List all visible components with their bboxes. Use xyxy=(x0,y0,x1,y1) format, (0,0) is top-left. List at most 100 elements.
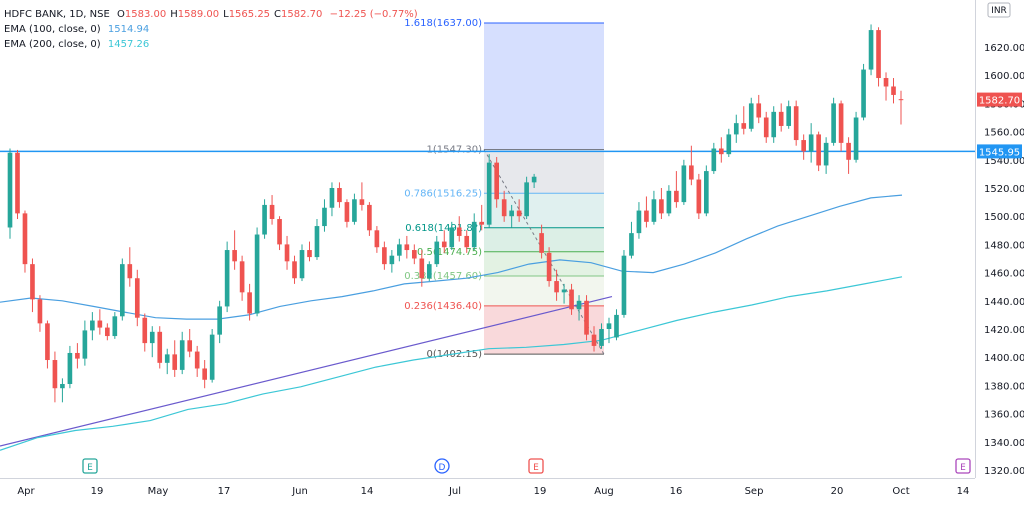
candle-body xyxy=(876,30,881,79)
candle-body xyxy=(419,258,425,279)
candle-body xyxy=(486,162,492,225)
candle-body xyxy=(292,261,297,279)
y-tick-label: 1360.00 xyxy=(984,410,1024,421)
candle-body xyxy=(546,252,552,282)
candle-body xyxy=(157,331,163,363)
legend-ohlc-key: C xyxy=(274,9,282,20)
candle-body xyxy=(7,152,13,228)
earnings-marker-icon xyxy=(528,458,544,474)
fib-level-label: 0.786(1516.25) xyxy=(404,188,482,199)
candle-body xyxy=(232,250,237,262)
candle-body xyxy=(209,334,215,380)
candle-body xyxy=(134,278,140,318)
candle-body xyxy=(539,233,544,253)
legend-change: −12.25 (−0.77%) xyxy=(329,9,418,20)
candle-body xyxy=(52,360,58,389)
candle-body xyxy=(149,331,155,344)
candle-body xyxy=(569,289,574,310)
last-price-tag xyxy=(977,92,1022,107)
candle-body xyxy=(778,111,784,126)
legend-ohlc: O1583.00 H1589.00 L1565.25 C1582.70 xyxy=(113,9,322,20)
candle-body xyxy=(37,299,43,324)
candle-body xyxy=(621,255,627,315)
legend-symbol[interactable]: HDFC BANK, 1D, NSE xyxy=(4,9,110,20)
candle-body xyxy=(516,210,522,217)
hline-price-label: 1545.95 xyxy=(979,147,1020,158)
candle-body xyxy=(449,227,455,248)
candle-body xyxy=(576,300,582,310)
fib-level-label: 1.618(1637.00) xyxy=(404,18,482,29)
ema200-line xyxy=(0,276,903,451)
event-marker-letter: E xyxy=(87,463,93,473)
legend-ohlc-l: L1565.25 xyxy=(223,9,270,20)
earnings-marker-icon xyxy=(955,458,971,474)
candle-body xyxy=(172,354,178,370)
fib-level-label: 0(1402.15) xyxy=(426,349,482,360)
candle-body xyxy=(531,176,537,183)
candle-body xyxy=(696,179,702,214)
legend-ema200-row[interactable]: EMA (200, close, 0) 1457.26 xyxy=(4,37,418,52)
candle-body xyxy=(15,152,20,214)
y-tick-label: 1540.00 xyxy=(984,156,1024,167)
candle-body xyxy=(853,117,859,160)
candle-body xyxy=(142,317,148,344)
legend-ohlc-value: 1582.70 xyxy=(281,9,323,20)
candle-body xyxy=(771,111,777,138)
candle-body xyxy=(868,30,874,70)
candle-body xyxy=(629,233,634,256)
earnings-marker-icon xyxy=(82,458,98,474)
x-tick-label: Aug xyxy=(594,486,614,497)
candle-body xyxy=(382,247,387,265)
candle-body xyxy=(606,323,612,329)
candle-body xyxy=(898,99,904,101)
candle-body xyxy=(119,264,125,317)
candle-body xyxy=(718,148,724,155)
legend-ohlc-value: 1589.00 xyxy=(177,9,220,20)
candle-body xyxy=(689,165,694,180)
candle-body xyxy=(67,352,73,384)
fib-zone xyxy=(484,275,604,306)
candle-body xyxy=(644,210,649,222)
candle-body xyxy=(359,199,365,205)
candle-body xyxy=(314,226,320,258)
event-marker-letter: E xyxy=(533,463,539,473)
candle-body xyxy=(344,202,350,222)
candle-body xyxy=(82,330,88,359)
candle-body xyxy=(247,292,252,314)
candle-body xyxy=(187,340,193,352)
ema100-line xyxy=(0,194,903,320)
ema200-label: EMA (200, close, 0) xyxy=(4,39,101,50)
y-tick-label: 1520.00 xyxy=(984,184,1024,195)
candle-body xyxy=(883,78,889,87)
candle-body xyxy=(329,188,335,208)
candle-body xyxy=(614,314,619,338)
chart-legend: HDFC BANK, 1D, NSE O1583.00 H1589.00 L1565… xyxy=(4,7,418,52)
ema100-label: EMA (100, close, 0) xyxy=(4,24,101,35)
y-tick-label: 1380.00 xyxy=(984,381,1024,392)
candle-body xyxy=(471,221,477,248)
candle-body xyxy=(164,354,170,363)
candle-body xyxy=(307,250,312,258)
candle-body xyxy=(823,142,829,166)
candle-body xyxy=(891,86,896,95)
x-tick-label: 16 xyxy=(670,486,683,497)
candle-body xyxy=(846,142,851,160)
x-tick-label: 19 xyxy=(534,486,547,497)
last-price-label: 1582.70 xyxy=(979,96,1020,107)
y-tick-label: 1400.00 xyxy=(984,353,1024,364)
fib-level-label: 0.236(1436.40) xyxy=(404,301,482,312)
legend-ohlc-value: 1565.25 xyxy=(228,9,271,20)
legend-ohlc-key: O xyxy=(116,9,125,20)
x-tick-label: Jul xyxy=(448,486,461,497)
y-tick-label: 1440.00 xyxy=(984,297,1024,308)
candle-body xyxy=(831,103,836,143)
candle-body xyxy=(30,264,35,300)
legend-ohlc-o: O1583.00 xyxy=(117,9,166,20)
candle-body xyxy=(479,221,485,225)
y-tick-label: 1420.00 xyxy=(984,325,1024,336)
candle-body xyxy=(681,165,687,203)
legend-ohlc-value: 1583.00 xyxy=(124,9,167,20)
candle-body xyxy=(659,199,664,214)
legend-ema100-row[interactable]: EMA (100, close, 0) 1514.94 xyxy=(4,22,418,37)
